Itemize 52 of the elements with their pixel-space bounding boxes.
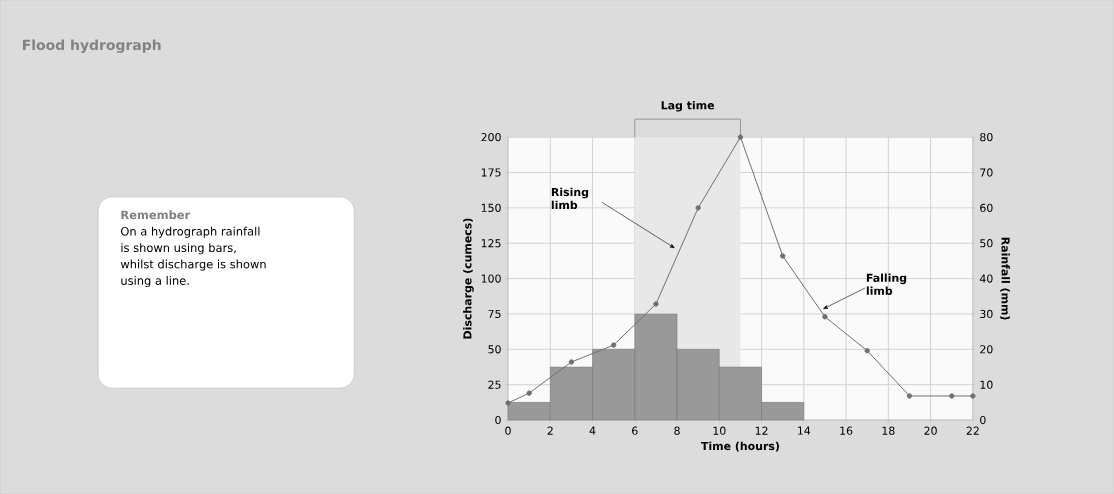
x-tick-label: 0: [505, 426, 511, 435]
y-tick-label: 0: [495, 415, 501, 425]
text: Flood hydrograph: [23, 39, 161, 53]
x-tick-label: 2: [547, 426, 553, 435]
annotation: Falling limb: [866, 273, 907, 295]
x-tick-label: 20: [924, 426, 937, 435]
annotation: Rising limb: [551, 187, 589, 210]
y-tick-label: 150: [481, 203, 501, 212]
point: [822, 313, 828, 320]
band-label: Lag time: [661, 100, 715, 112]
y-tick-label: 75: [488, 309, 501, 318]
y-tick-label: 175: [481, 168, 501, 177]
point: [695, 205, 701, 211]
y2-tick-label: 0: [980, 415, 986, 425]
point: [780, 253, 786, 259]
text: Remember: [121, 210, 191, 220]
point: [737, 134, 744, 140]
point: [568, 359, 575, 365]
point: [610, 342, 617, 348]
y-tick-label: 50: [488, 345, 501, 354]
x-axis-title: Time (hours): [701, 441, 779, 452]
point: [526, 390, 532, 396]
y2-tick-label: 20: [980, 345, 993, 354]
x-tick-label: 6: [632, 426, 638, 435]
y2-axis-title: Rainfall (mm): [1000, 237, 1010, 320]
point: [864, 347, 870, 354]
text: On a hydrograph rainfall is shown using bars, whilst discharge is shown using a line.: [120, 226, 266, 288]
x-tick-label: 10: [713, 426, 726, 435]
point: [970, 393, 976, 399]
x-tick-label: 4: [589, 426, 596, 435]
point: [949, 393, 955, 399]
point: [653, 301, 659, 307]
point: [505, 400, 511, 406]
y-axis-title: Discharge (cumecs): [463, 218, 474, 339]
x-tick-label: 22: [966, 426, 979, 435]
y-tick-label: 125: [481, 238, 501, 248]
y-tick-label: 25: [488, 380, 501, 389]
x-tick-label: 8: [674, 426, 680, 435]
y2-tick-label: 30: [980, 309, 993, 318]
y2-tick-label: 70: [980, 168, 993, 177]
y2-tick-label: 80: [980, 132, 993, 142]
y2-tick-label: 60: [980, 203, 993, 212]
x-tick-label: 16: [840, 426, 853, 435]
x-tick-label: 18: [882, 426, 895, 435]
y2-tick-label: 10: [980, 380, 993, 389]
point: [906, 393, 913, 399]
x-tick-label: 14: [798, 426, 811, 435]
x-tick-label: 12: [755, 426, 768, 435]
y-tick-label: 200: [481, 132, 501, 142]
y2-tick-label: 50: [980, 238, 993, 248]
y2-tick-label: 40: [979, 274, 993, 283]
y-tick-label: 100: [481, 274, 501, 283]
